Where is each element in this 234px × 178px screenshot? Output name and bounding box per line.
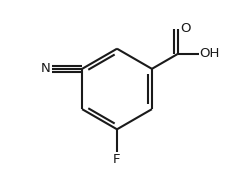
Text: N: N: [41, 62, 51, 75]
Text: F: F: [113, 153, 121, 166]
Text: O: O: [180, 22, 190, 35]
Text: OH: OH: [200, 48, 220, 61]
